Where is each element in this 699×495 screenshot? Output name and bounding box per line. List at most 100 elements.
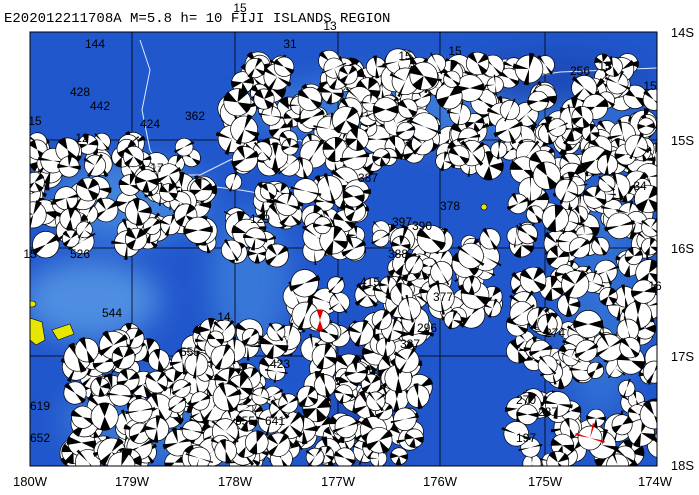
map-title: E202012211708A M=5.8 h= 10 FIJI ISLANDS … — [4, 11, 390, 27]
ball-quadrant — [375, 403, 393, 419]
ball-quadrant — [563, 270, 588, 299]
ball-quadrant — [413, 383, 423, 410]
ball-quadrant — [615, 368, 626, 376]
focal-mechanism — [517, 223, 538, 245]
ball-quadrant — [511, 192, 519, 204]
ball-quadrant — [112, 346, 135, 369]
focal-mechanism — [604, 212, 635, 240]
focal-mechanism — [586, 361, 604, 379]
depth-label: 287 — [538, 405, 558, 419]
ball-quadrant — [561, 272, 576, 285]
focal-mechanism — [77, 134, 99, 155]
ball-quadrant — [65, 207, 76, 231]
depth-label: 544 — [102, 306, 122, 320]
ball-quadrant — [386, 317, 398, 343]
ball-quadrant — [512, 63, 530, 70]
ball-quadrant — [249, 430, 265, 455]
focal-mechanism — [541, 204, 569, 233]
ball-quadrant — [493, 74, 497, 95]
focal-mechanism — [297, 86, 322, 112]
ball-quadrant — [446, 110, 461, 115]
focal-mechanism — [184, 350, 209, 379]
focal-mechanism — [532, 161, 561, 190]
ball-quadrant — [83, 157, 96, 166]
focal-mechanism — [273, 56, 295, 77]
ball-quadrant — [62, 230, 79, 247]
focal-mechanism — [611, 414, 633, 436]
focal-mechanism — [519, 266, 547, 294]
focal-mechanism — [462, 275, 481, 295]
ball-quadrant — [261, 183, 276, 200]
ball-quadrant — [629, 133, 644, 160]
depth-label: 362 — [185, 109, 205, 123]
ball-quadrant — [646, 359, 657, 385]
ball-quadrant — [190, 412, 201, 419]
ball-quadrant — [544, 275, 559, 301]
ball-quadrant — [260, 386, 265, 397]
ball-quadrant — [207, 333, 224, 345]
ball-quadrant — [213, 320, 225, 331]
ball-quadrant — [643, 89, 657, 110]
ball-quadrant — [235, 414, 258, 427]
ball-quadrant — [211, 420, 239, 443]
ball-quadrant — [237, 88, 249, 103]
ball-quadrant — [569, 239, 591, 257]
depth-label: 274 — [545, 326, 565, 340]
ball-quadrant — [333, 212, 356, 230]
focal-mechanism — [557, 292, 581, 317]
ball-quadrant — [307, 447, 323, 466]
ball-quadrant — [77, 139, 99, 150]
ball-quadrant — [247, 57, 263, 79]
ball-quadrant — [30, 173, 45, 192]
ball-quadrant — [318, 326, 339, 341]
ball-quadrant — [30, 139, 47, 160]
ball-quadrant — [102, 330, 114, 346]
ball-quadrant — [168, 397, 187, 412]
ball-quadrant — [468, 275, 475, 295]
ball-quadrant — [435, 280, 445, 315]
ball-quadrant — [594, 57, 612, 68]
ball-quadrant — [303, 425, 318, 432]
focal-mechanism — [75, 177, 100, 202]
ball-quadrant — [333, 388, 354, 399]
focal-mechanism — [537, 355, 558, 376]
focal-mechanism — [265, 362, 288, 383]
focal-mechanism — [569, 237, 591, 259]
focal-mechanism — [134, 169, 159, 193]
ball-bg — [637, 117, 655, 135]
ball-quadrant — [314, 199, 336, 205]
ball-quadrant — [636, 146, 650, 154]
ball-quadrant — [273, 59, 295, 75]
ball-quadrant — [516, 411, 539, 418]
ball-quadrant — [477, 53, 489, 64]
focal-mechanism — [365, 426, 393, 454]
ball-quadrant — [374, 309, 390, 330]
ball-quadrant — [57, 137, 78, 162]
ball-quadrant — [242, 233, 268, 243]
ball-quadrant — [31, 234, 60, 256]
ball-quadrant — [371, 232, 391, 245]
ball-quadrant — [223, 239, 239, 262]
focal-mechanism — [124, 197, 152, 226]
focal-mechanism — [574, 339, 599, 362]
ball-quadrant — [546, 122, 568, 133]
focal-mechanism — [618, 378, 636, 399]
ball-quadrant — [142, 180, 150, 193]
ball-quadrant — [517, 225, 538, 243]
focal-mechanism — [260, 182, 278, 200]
depth-label: 296 — [417, 321, 437, 335]
focal-mechanism — [281, 138, 299, 156]
ball-quadrant — [328, 302, 340, 311]
focal-mechanism — [575, 423, 605, 451]
focal-mechanism — [277, 392, 299, 414]
ball-quadrant — [611, 416, 633, 434]
ball-quadrant — [164, 455, 186, 466]
ball-quadrant — [124, 156, 134, 167]
ball-quadrant — [250, 392, 271, 401]
ball-quadrant — [271, 103, 274, 116]
focal-mechanism — [174, 137, 195, 157]
ball-quadrant — [571, 76, 597, 100]
ball-quadrant — [277, 396, 299, 411]
ball-quadrant — [354, 319, 369, 347]
ball-quadrant — [356, 282, 378, 308]
